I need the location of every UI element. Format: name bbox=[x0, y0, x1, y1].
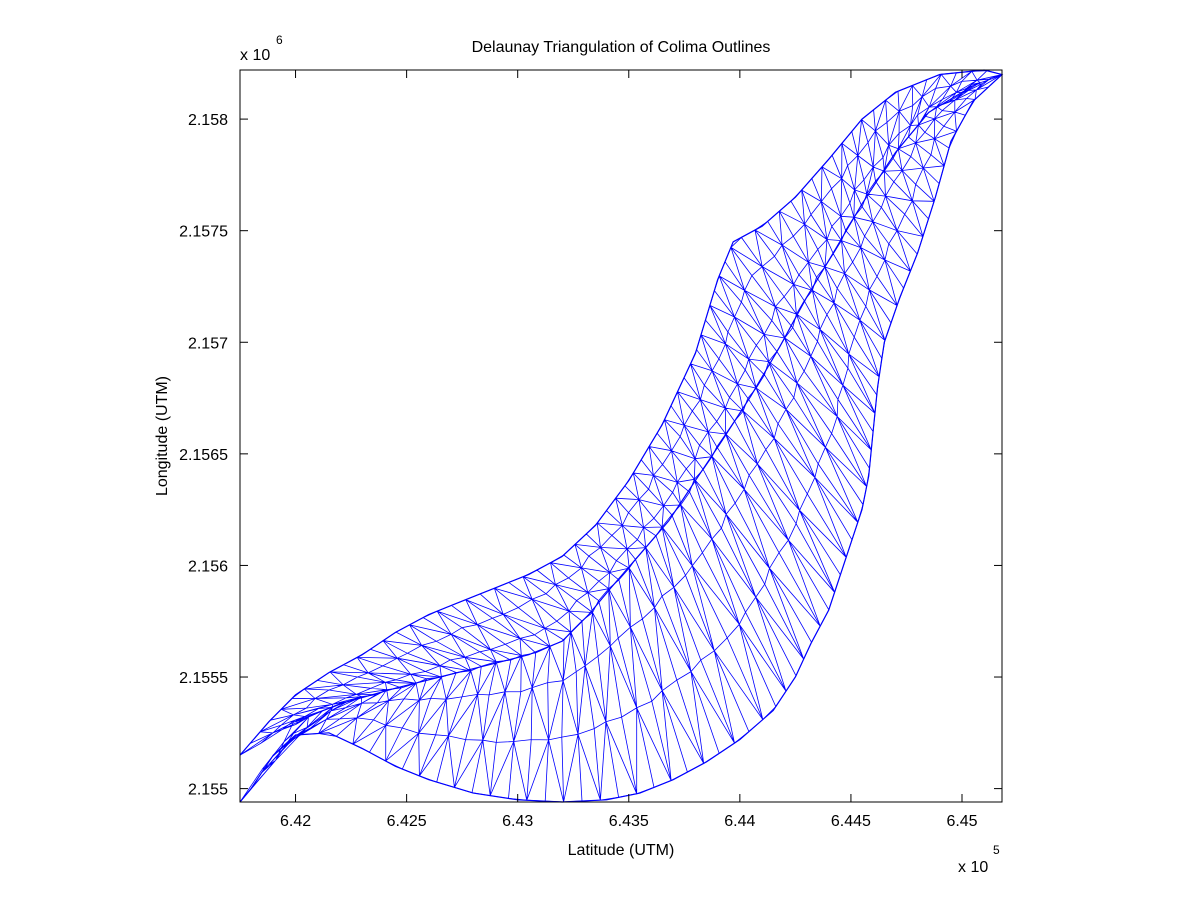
y-tick-label: 2.1555 bbox=[179, 670, 228, 687]
x-tick-label: 6.435 bbox=[609, 813, 649, 830]
y-tick-label: 2.156 bbox=[188, 558, 228, 575]
y-axis-multiplier: x 10 bbox=[240, 47, 270, 64]
x-tick-label: 6.45 bbox=[946, 813, 977, 830]
x-tick-label: 6.425 bbox=[387, 813, 427, 830]
y-tick-label: 2.158 bbox=[188, 112, 228, 129]
mesh-triangles bbox=[239, 70, 1003, 803]
y-axis: 2.155 2.1555 2.156 2.1565 2.157 2.1575 2.158 bbox=[179, 112, 1002, 799]
x-tick-label: 6.42 bbox=[280, 813, 311, 830]
x-axis-multiplier: x 10 bbox=[958, 859, 988, 876]
mesh-layer bbox=[239, 69, 1004, 803]
x-axis-multiplier-exponent: 5 bbox=[993, 843, 1000, 857]
y-axis-label: Longitude (UTM) bbox=[154, 376, 171, 496]
outer-boundary-line bbox=[239, 69, 1004, 803]
x-axis-label: Latitude (UTM) bbox=[568, 842, 675, 859]
y-tick-label: 2.1575 bbox=[179, 224, 228, 241]
plot-area-frame bbox=[239, 69, 1003, 803]
x-tick-label: 6.44 bbox=[724, 813, 755, 830]
chart-title: Delaunay Triangulation of Colima Outline… bbox=[472, 39, 771, 56]
x-tick-label: 6.445 bbox=[831, 813, 871, 830]
y-tick-label: 2.157 bbox=[188, 335, 228, 352]
x-axis: 6.42 6.425 6.43 6.435 6.44 6.445 6.45 bbox=[280, 70, 978, 830]
y-tick-label: 2.1565 bbox=[179, 447, 228, 464]
x-tick-label: 6.43 bbox=[502, 813, 533, 830]
y-axis-multiplier-exponent: 6 bbox=[276, 33, 283, 47]
inner-curve-line bbox=[295, 85, 974, 723]
y-tick-label: 2.155 bbox=[188, 782, 228, 799]
